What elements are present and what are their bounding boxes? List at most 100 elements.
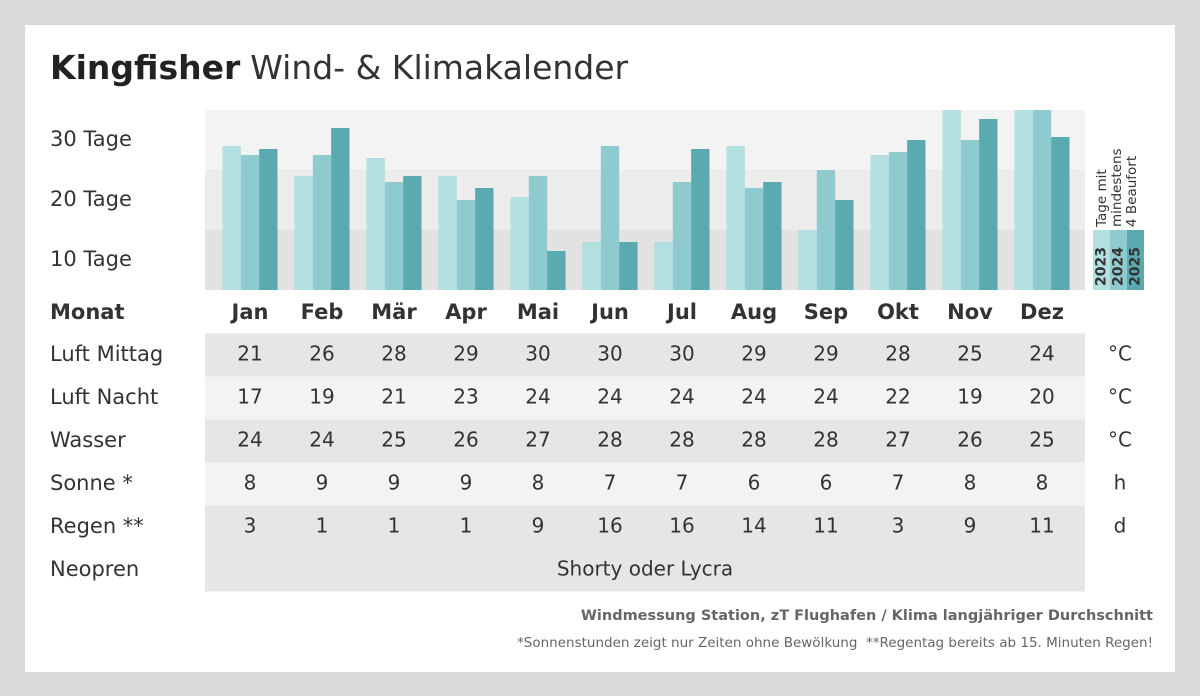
cell: 24 bbox=[669, 385, 694, 409]
bar bbox=[816, 170, 836, 290]
table-header: Monat bbox=[50, 300, 124, 324]
cell: 28 bbox=[669, 428, 694, 452]
cell: 27 bbox=[525, 428, 550, 452]
cell: 30 bbox=[525, 342, 550, 366]
bar bbox=[294, 176, 313, 290]
bar bbox=[384, 182, 404, 290]
cell: 7 bbox=[892, 471, 905, 495]
cell: 28 bbox=[741, 428, 766, 452]
x-tick-label: Mär bbox=[371, 300, 417, 324]
y-axis-label: 4 Beaufort bbox=[1124, 156, 1140, 227]
bar bbox=[798, 230, 817, 290]
cell: 26 bbox=[309, 342, 334, 366]
unit: °C bbox=[1108, 342, 1132, 366]
cell: 14 bbox=[741, 514, 766, 538]
bar bbox=[726, 146, 745, 290]
bar bbox=[870, 155, 889, 290]
bar bbox=[438, 176, 457, 290]
x-tick-label: Apr bbox=[445, 300, 487, 324]
row-label: Luft Nacht bbox=[50, 385, 158, 409]
bar bbox=[240, 155, 260, 290]
bar bbox=[942, 110, 961, 290]
cell: 25 bbox=[381, 428, 406, 452]
cell: 24 bbox=[525, 385, 550, 409]
cell: 1 bbox=[316, 514, 329, 538]
cell: 27 bbox=[885, 428, 910, 452]
cell: 7 bbox=[604, 471, 617, 495]
cell: 6 bbox=[748, 471, 761, 495]
bar bbox=[960, 140, 980, 290]
row-background bbox=[205, 505, 1085, 549]
bar bbox=[907, 140, 926, 290]
row-background bbox=[205, 419, 1085, 463]
x-tick-label: Jun bbox=[589, 300, 629, 324]
bar bbox=[1014, 110, 1033, 290]
bar bbox=[619, 242, 638, 290]
bar bbox=[312, 155, 332, 290]
y-axis-label: mindestens bbox=[1109, 148, 1125, 227]
cell: 19 bbox=[957, 385, 982, 409]
cell: 9 bbox=[460, 471, 473, 495]
cell: 20 bbox=[1029, 385, 1054, 409]
bar bbox=[366, 158, 385, 290]
title-brand: Kingfisher bbox=[50, 48, 241, 87]
bar bbox=[691, 149, 710, 290]
cell: 29 bbox=[453, 342, 478, 366]
legend-label: 2025 bbox=[1128, 247, 1144, 286]
y-axis-label: Tage mit bbox=[1094, 169, 1110, 228]
grid-band bbox=[205, 230, 1085, 290]
x-tick-label: Feb bbox=[301, 300, 344, 324]
cell: 22 bbox=[885, 385, 910, 409]
cell: 11 bbox=[1029, 514, 1054, 538]
cell: 30 bbox=[669, 342, 694, 366]
row-background bbox=[205, 333, 1085, 377]
cell: 21 bbox=[381, 385, 406, 409]
bar bbox=[222, 146, 241, 290]
cell: 17 bbox=[237, 385, 262, 409]
legend-swatch bbox=[1110, 230, 1127, 290]
title-text: Wind- & Klimakalender bbox=[250, 48, 628, 87]
cell: 21 bbox=[237, 342, 262, 366]
bar bbox=[547, 251, 566, 290]
cell: 1 bbox=[388, 514, 401, 538]
bar bbox=[259, 149, 278, 290]
bar bbox=[979, 119, 998, 290]
legend-label: 2024 bbox=[1111, 247, 1127, 286]
unit: h bbox=[1114, 471, 1127, 495]
legend-swatch bbox=[1093, 230, 1110, 290]
cell: 25 bbox=[1029, 428, 1054, 452]
row-label: Neopren bbox=[50, 557, 139, 581]
bar bbox=[456, 200, 476, 290]
bar bbox=[1032, 110, 1052, 290]
cell: 9 bbox=[964, 514, 977, 538]
bar bbox=[403, 176, 422, 290]
unit: d bbox=[1114, 514, 1127, 538]
bar bbox=[744, 188, 764, 290]
row-background bbox=[205, 376, 1085, 420]
cell: 30 bbox=[597, 342, 622, 366]
row-label: Wasser bbox=[50, 428, 126, 452]
cell: 24 bbox=[237, 428, 262, 452]
bar bbox=[888, 152, 908, 290]
row-background bbox=[205, 548, 1085, 592]
cell: 25 bbox=[957, 342, 982, 366]
cell: 8 bbox=[244, 471, 257, 495]
cell: 28 bbox=[381, 342, 406, 366]
x-tick-label: Jul bbox=[665, 300, 697, 324]
footer-source: Windmessung Station, zT Flughafen / Klim… bbox=[581, 608, 1153, 624]
x-tick-label: Aug bbox=[731, 300, 777, 324]
footer-note: *Sonnenstunden zeigt nur Zeiten ohne Bew… bbox=[517, 635, 1153, 651]
cell: 26 bbox=[453, 428, 478, 452]
bar bbox=[1051, 137, 1070, 290]
cell: Shorty oder Lycra bbox=[557, 557, 733, 581]
y-tick-label: 20 Tage bbox=[50, 187, 132, 211]
x-tick-label: Jan bbox=[230, 300, 269, 324]
unit: °C bbox=[1108, 385, 1132, 409]
cell: 7 bbox=[676, 471, 689, 495]
cell: 24 bbox=[1029, 342, 1054, 366]
cell: 29 bbox=[813, 342, 838, 366]
bar bbox=[528, 176, 548, 290]
row-label: Luft Mittag bbox=[50, 342, 163, 366]
